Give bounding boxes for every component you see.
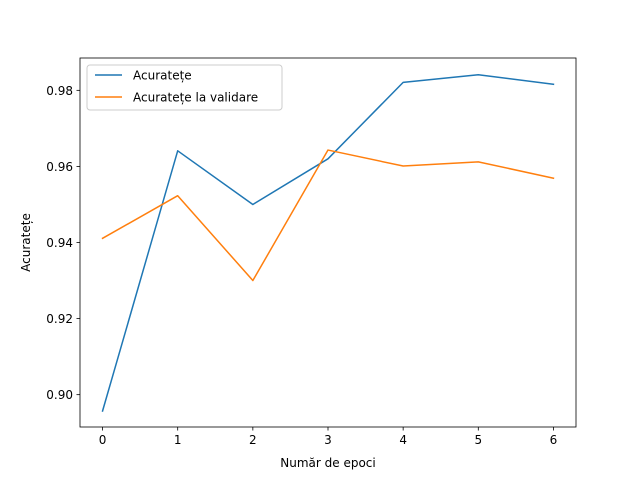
x-axis-label: Număr de epoci [280, 456, 375, 470]
y-tick-label: 0.94 [46, 236, 73, 250]
legend-label-accuracy: Acuratețe [133, 69, 192, 83]
x-tick-label: 2 [249, 433, 257, 447]
y-tick-label: 0.90 [46, 388, 73, 402]
y-tick-label: 0.92 [46, 312, 73, 326]
legend: Acuratețe Acuratețe la validare [86, 64, 283, 111]
plot-frame [79, 57, 577, 428]
y-tick-label: 0.98 [46, 84, 73, 98]
x-axis: 0 1 2 3 4 5 6 [99, 427, 558, 447]
x-tick-label: 3 [324, 433, 332, 447]
y-axis: 0.90 0.92 0.94 0.96 0.98 [46, 84, 80, 402]
legend-label-validation-accuracy: Acuratețe la validare [133, 91, 258, 105]
x-tick-label: 4 [399, 433, 407, 447]
x-tick-label: 5 [474, 433, 482, 447]
x-tick-label: 1 [174, 433, 182, 447]
y-axis-label: Acuratețe [19, 213, 33, 272]
x-tick-label: 0 [99, 433, 107, 447]
y-tick-label: 0.96 [46, 160, 73, 174]
series-layer [101, 73, 555, 412]
series-line-validation-accuracy [101, 149, 555, 282]
series-line-accuracy [101, 73, 555, 412]
legend-box [86, 64, 283, 111]
x-tick-label: 6 [550, 433, 558, 447]
